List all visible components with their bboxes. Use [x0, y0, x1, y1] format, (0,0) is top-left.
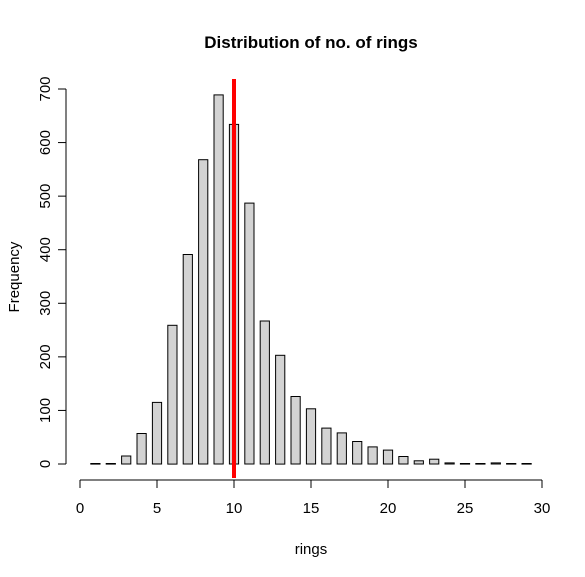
y-axis: 0 100 200 300 400 500 600 700 [37, 76, 67, 468]
histogram-bar [506, 463, 517, 465]
histogram-bar [167, 324, 178, 465]
bars [90, 94, 532, 465]
histogram-bar [105, 463, 116, 465]
histogram-bar [321, 427, 332, 465]
histogram-bar [475, 463, 486, 465]
histogram-bar [336, 432, 347, 465]
x-tick-label: 30 [534, 500, 551, 517]
histogram-bar [444, 462, 455, 465]
histogram-bar [367, 446, 378, 465]
y-tick-label: 600 [37, 130, 54, 155]
y-axis-label: Frequency [6, 241, 23, 312]
histogram-bar [151, 401, 163, 465]
histogram-bar [521, 463, 532, 465]
histogram-bar [413, 460, 424, 465]
x-axis: 0 5 10 15 20 25 30 [76, 479, 551, 517]
histogram-bar [459, 463, 471, 465]
histogram-bar [213, 94, 224, 465]
y-tick-label: 500 [37, 184, 54, 209]
histogram-bar [136, 433, 147, 465]
y-tick-label: 700 [37, 76, 54, 101]
y-tick-label: 0 [37, 460, 54, 468]
x-axis-label: rings [295, 541, 328, 558]
histogram-bar [244, 202, 255, 465]
histogram-bar [305, 408, 317, 465]
y-tick-label: 400 [37, 237, 54, 262]
histogram-bar [259, 320, 270, 465]
histogram-bar [198, 159, 209, 465]
chart-title: Distribution of no. of rings [204, 33, 417, 52]
y-tick-label: 300 [37, 291, 54, 316]
histogram-bar [275, 354, 286, 465]
x-tick-label: 25 [457, 500, 474, 517]
histogram-bar [382, 449, 394, 465]
x-tick-label: 5 [153, 500, 161, 517]
y-tick-label: 100 [37, 398, 54, 423]
x-tick-label: 15 [303, 500, 320, 517]
x-tick-label: 20 [380, 500, 397, 517]
histogram-bar [182, 254, 193, 465]
x-tick-label: 0 [76, 500, 84, 517]
histogram-bar [398, 456, 409, 465]
histogram-bar [490, 462, 501, 465]
histogram-bar [290, 396, 301, 465]
x-tick-label: 10 [226, 500, 243, 517]
histogram-bar [352, 441, 363, 465]
histogram-bar [429, 458, 440, 465]
histogram-bar [90, 463, 101, 465]
histogram-bar [121, 455, 132, 465]
y-tick-label: 200 [37, 344, 54, 369]
